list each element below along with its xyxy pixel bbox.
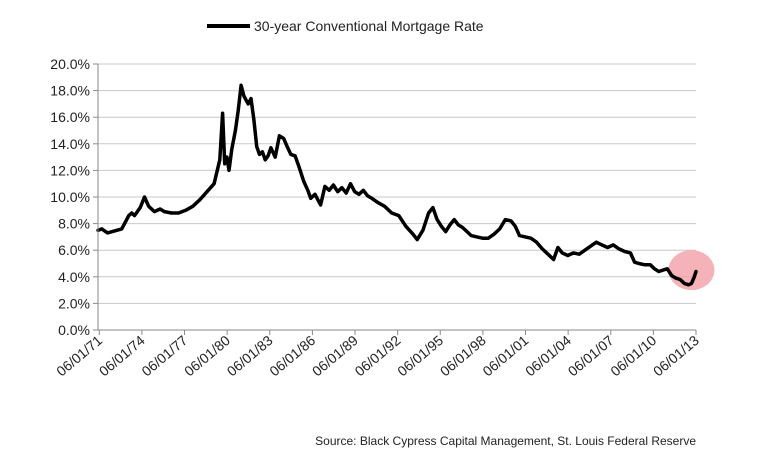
x-tick-label: 06/01/71 [53,332,105,379]
series-line-mortgage-rate [96,83,698,287]
y-tick-label: 12.0% [50,162,90,178]
x-tick-label: 06/01/83 [224,332,276,379]
x-tick-label: 06/01/13 [650,332,702,379]
x-tick-labels: 06/01/7106/01/7406/01/7706/01/8006/01/83… [53,332,702,379]
x-tick-label: 06/01/01 [479,332,531,379]
y-tick-labels: 0.0% 2.0% 4.0% 6.0% 8.0% 10.0% 12.0% 14.0% 16.0%… [50,56,90,338]
x-tick-label: 06/01/77 [138,332,190,379]
source-note: Source: Black Cypress Capital Management… [315,434,696,448]
x-tick-label: 06/01/74 [96,332,148,379]
legend: 30-year Conventional Mortgage Rate [207,18,484,34]
x-tick-label: 06/01/92 [352,332,404,379]
series-layer [96,83,698,287]
y-tick-label: 18.0% [50,83,90,99]
legend-label: 30-year Conventional Mortgage Rate [254,18,484,34]
x-tick-label: 06/01/86 [266,332,318,379]
y-tick-label: 16.0% [50,109,90,125]
axes [97,64,697,335]
x-tick-label: 06/01/80 [181,332,233,379]
y-tick-label: 14.0% [50,136,90,152]
x-tick-label: 06/01/10 [607,332,659,379]
x-tick-label: 06/01/95 [394,332,446,379]
y-tick-label: 0.0% [58,322,90,338]
x-tick-label: 06/01/04 [522,332,574,379]
y-tick-label: 8.0% [58,216,90,232]
y-tick-label: 6.0% [58,242,90,258]
y-tick-label: 20.0% [50,56,90,72]
x-tick-label: 06/01/89 [309,332,361,379]
grid [93,63,696,331]
x-tick-label: 06/01/98 [437,332,489,379]
y-tick-label: 4.0% [58,269,90,285]
y-tick-label: 2.0% [58,295,90,311]
y-tick-label: 10.0% [50,189,90,205]
x-tick-label: 06/01/07 [565,332,617,379]
